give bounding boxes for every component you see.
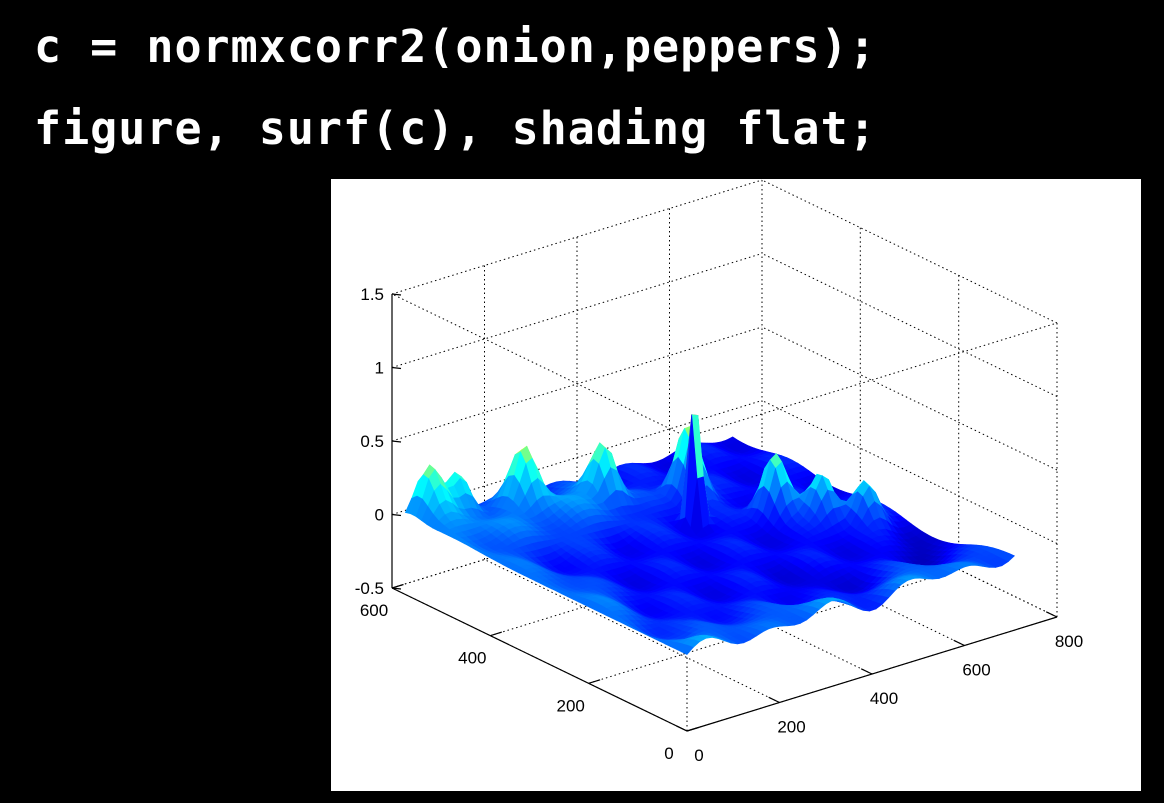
y-tick-label: 200	[557, 696, 585, 715]
x-tick-mark	[675, 725, 688, 732]
grid-line	[391, 400, 763, 515]
code-line-2: figure, surf(c), shading flat;	[34, 102, 877, 155]
z-tick-label: 1	[375, 359, 384, 378]
grid-line	[761, 473, 1058, 618]
grid-line	[669, 502, 965, 646]
y-tick-label: 0	[664, 744, 673, 763]
y-tick-label: 600	[360, 601, 388, 620]
grid-line	[391, 293, 688, 438]
z-tick-mark	[391, 440, 402, 443]
z-tick-label: 0	[375, 506, 384, 525]
x-tick-label: 600	[962, 661, 990, 680]
grid-line	[761, 326, 1058, 471]
y-tick-label: 400	[458, 649, 486, 668]
ticks-layer: 0 200 400 600 800 0 200 400 600 -0.5 0 0.5 1 1.5	[355, 285, 1083, 765]
surface-layer	[404, 414, 1016, 655]
z-tick-label: -0.5	[355, 579, 384, 598]
grid-line	[686, 322, 1058, 438]
x-tick-mark	[953, 639, 965, 647]
grid-line	[391, 253, 763, 368]
grid-line	[484, 559, 780, 703]
z-tick-mark	[391, 513, 402, 517]
y-tick-mark	[686, 726, 699, 732]
z-tick-label: 1.5	[360, 285, 384, 304]
y-axis-line	[391, 587, 688, 732]
x-tick-mark	[860, 668, 873, 675]
y-tick-mark	[490, 631, 502, 637]
surface-plot: 0 200 400 600 800 0 200 400 600 -0.5 0 0.5 1 1.5	[355, 179, 1083, 765]
z-tick-mark	[391, 587, 402, 590]
x-tick-mark	[768, 696, 780, 704]
y-tick-mark	[588, 679, 601, 684]
y-tick-mark	[391, 583, 404, 589]
grid-line	[761, 253, 1058, 397]
x-tick-mark	[1045, 611, 1058, 618]
x-tick-label: 800	[1055, 632, 1083, 651]
x-tick-label: 400	[870, 689, 898, 708]
grid-line	[576, 530, 873, 675]
surface-patch	[681, 645, 694, 655]
code-line-1: c = normxcorr2(onion,peppers);	[34, 20, 877, 73]
x-tick-label: 0	[694, 746, 703, 765]
grid-line	[761, 400, 1058, 544]
figure-panel: 0 200 400 600 800 0 200 400 600 -0.5 0 0.5 1 1.5	[331, 179, 1141, 791]
z-tick-label: 0.5	[360, 432, 384, 451]
x-tick-label: 200	[777, 718, 805, 737]
z-tick-mark	[391, 293, 402, 296]
z-tick-mark	[391, 366, 402, 370]
grid-line	[391, 179, 763, 295]
grid-line	[761, 179, 1058, 324]
